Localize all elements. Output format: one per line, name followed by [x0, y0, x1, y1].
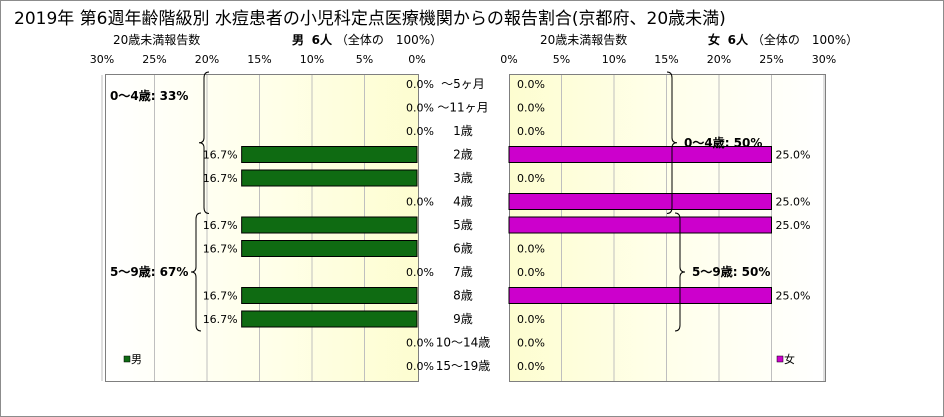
male-tick-label: 5%: [356, 53, 373, 66]
female-value-label: 25.0%: [776, 219, 811, 232]
male-bar: [241, 169, 418, 187]
right-sex: 女: [708, 33, 721, 47]
left-count: 6人: [311, 33, 333, 47]
female-bar: [508, 193, 772, 210]
female-value-label: 25.0%: [776, 196, 811, 209]
female-bar: [508, 146, 772, 163]
male-tick-label: 15%: [247, 53, 271, 66]
male-bar: [241, 240, 418, 257]
female-value-label: 0.0%: [517, 172, 545, 185]
left-total: （全体の 100%）: [335, 33, 443, 47]
age-category-label: ～5ヶ月: [441, 77, 485, 91]
female-group-brace: [674, 212, 686, 332]
female-value-label: 25.0%: [776, 149, 811, 162]
male-value-label: 16.7%: [203, 172, 238, 185]
male-value-label: 0.0%: [406, 196, 434, 209]
female-bar: [508, 216, 772, 234]
female-tick-label: 15%: [654, 53, 678, 66]
male-value-label: 16.7%: [203, 313, 238, 326]
age-category-label: 8歳: [453, 289, 473, 303]
age-category-label: 7歳: [453, 265, 473, 279]
male-value-label: 16.7%: [203, 290, 238, 303]
right-count: 6人: [727, 33, 749, 47]
female-tick-label: 0%: [500, 53, 517, 66]
female-bar: [508, 287, 772, 304]
female-tick-label: 20%: [707, 53, 731, 66]
age-category-label: 2歳: [453, 148, 473, 162]
age-category-label: ～11ヶ月: [437, 101, 488, 115]
female-legend-swatch: [776, 355, 784, 363]
age-category-label: 5歳: [453, 218, 473, 232]
age-category-label: 10～14歳: [436, 336, 491, 350]
left-axis-title: 20歳未満報告数: [113, 33, 201, 47]
female-tick-label: 25%: [759, 53, 783, 66]
male-tick-label: 10%: [300, 53, 324, 66]
female-group-brace: [666, 71, 678, 214]
right-summary: 女 6人 （全体の 100%）: [708, 31, 858, 48]
male-value-label: 0.0%: [406, 360, 434, 373]
female-group-label: 5～9歳: 50%: [692, 264, 770, 279]
male-legend-label: 男: [131, 353, 142, 366]
female-value-label: 25.0%: [776, 290, 811, 303]
male-bar: [241, 310, 418, 328]
female-value-label: 0.0%: [517, 78, 545, 91]
age-category-label: 4歳: [453, 195, 473, 209]
male-group-brace: [198, 71, 210, 214]
male-tick-label: 0%: [408, 53, 425, 66]
male-value-label: 0.0%: [406, 337, 434, 350]
male-bar: [241, 146, 418, 163]
male-group-label: 0～4歳: 33%: [110, 88, 188, 103]
age-category-label: 9歳: [453, 312, 473, 326]
female-tick-label: 5%: [553, 53, 570, 66]
right-total: （全体の 100%）: [751, 33, 859, 47]
male-tick-label: 25%: [142, 53, 166, 66]
male-value-label: 0.0%: [406, 102, 434, 115]
left-sex: 男: [292, 33, 305, 47]
female-value-label: 0.0%: [517, 313, 545, 326]
male-bar: [241, 216, 418, 234]
male-group-label: 5～9歳: 67%: [110, 264, 188, 279]
male-value-label: 0.0%: [406, 125, 434, 138]
male-tick-label: 30%: [90, 53, 114, 66]
female-value-label: 0.0%: [517, 337, 545, 350]
age-category-label: 3歳: [453, 171, 473, 185]
female-value-label: 0.0%: [517, 360, 545, 373]
female-value-label: 0.0%: [517, 102, 545, 115]
male-bar: [241, 287, 418, 304]
female-value-label: 0.0%: [517, 125, 545, 138]
male-group-brace: [190, 212, 202, 332]
age-category-label: 6歳: [453, 242, 473, 256]
chart-title: 2019年 第6週年齢階級別 水痘患者の小児科定点医療機関からの報告割合(京都府…: [14, 9, 726, 29]
left-summary: 男 6人 （全体の 100%）: [292, 31, 442, 48]
age-category-label: 1歳: [453, 124, 473, 138]
male-value-label: 16.7%: [203, 149, 238, 162]
age-category-label: 15～19歳: [436, 359, 491, 373]
male-value-label: 0.0%: [406, 78, 434, 91]
male-value-label: 16.7%: [203, 243, 238, 256]
male-legend-swatch: [123, 355, 131, 363]
female-tick-label: 10%: [602, 53, 626, 66]
female-value-label: 0.0%: [517, 243, 545, 256]
female-tick-label: 30%: [812, 53, 836, 66]
male-value-label: 0.0%: [406, 266, 434, 279]
male-tick-label: 20%: [195, 53, 219, 66]
female-group-label: 0～4歳: 50%: [684, 135, 762, 150]
right-axis-title: 20歳未満報告数: [540, 33, 628, 47]
male-value-label: 16.7%: [203, 219, 238, 232]
female-value-label: 0.0%: [517, 266, 545, 279]
female-legend-label: 女: [784, 352, 795, 366]
